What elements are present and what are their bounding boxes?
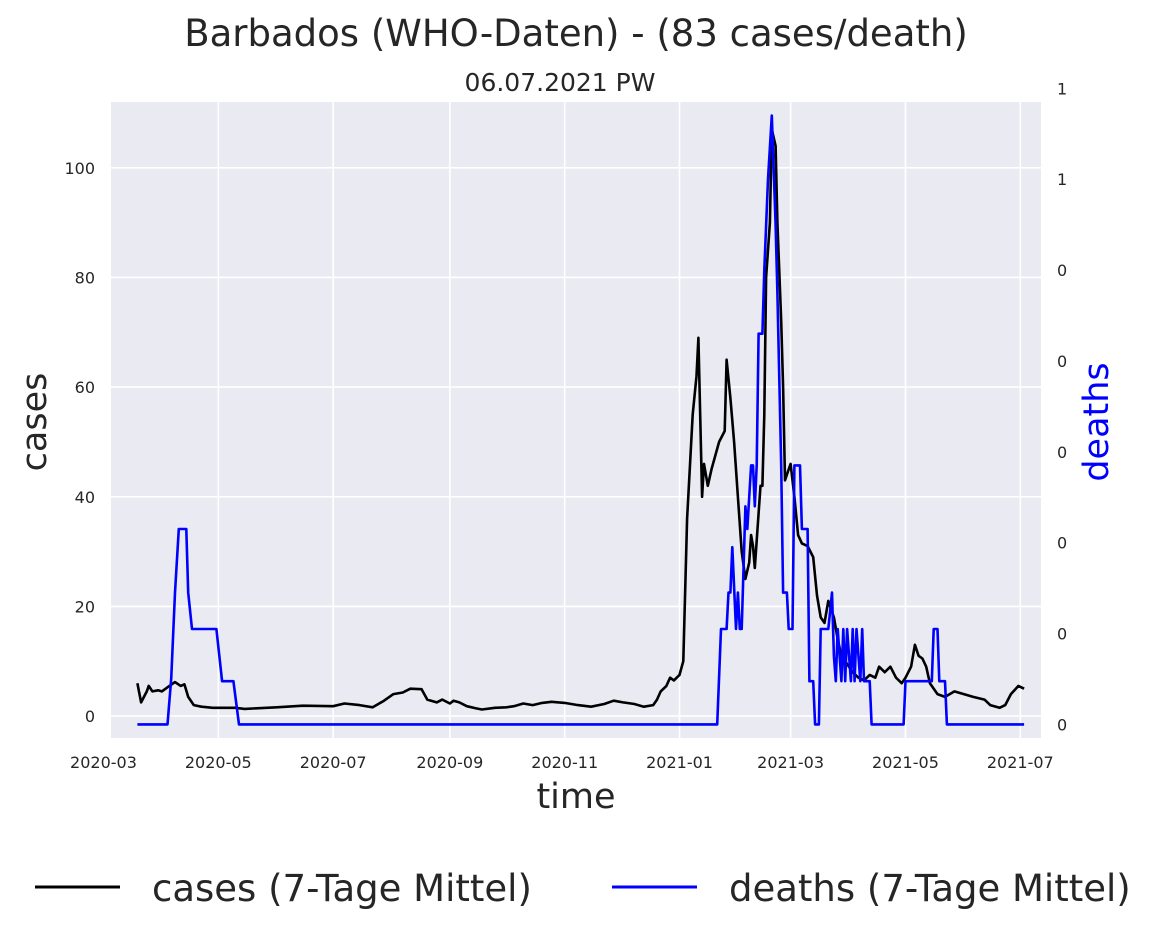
x-axis-label: time bbox=[536, 777, 615, 817]
x-tick-label: 2021-05 bbox=[872, 753, 939, 772]
deaths-line bbox=[137, 114, 1025, 726]
grid bbox=[102, 102, 1041, 738]
y-axis-label: cases bbox=[15, 373, 55, 472]
cases-line bbox=[136, 128, 1025, 711]
plot-area bbox=[111, 102, 1041, 738]
chart-subtitle: 06.07.2021 PW bbox=[465, 68, 656, 97]
series-lines bbox=[136, 114, 1025, 726]
y-tick-label: 20 bbox=[75, 597, 95, 616]
x-tick-label: 2020-05 bbox=[185, 753, 252, 772]
x-tick-label: 2020-09 bbox=[416, 753, 483, 772]
x-tick-label: 2021-01 bbox=[646, 753, 713, 772]
y2-tick-label: 1 bbox=[1057, 170, 1067, 189]
x-tick-label: 2020-03 bbox=[70, 753, 137, 772]
tick-labels: 2020-03 2020-05 2020-07 2020-09 2020-11 2021-… bbox=[64, 79, 1067, 772]
y-tick-label: 100 bbox=[64, 159, 95, 178]
y2-tick-label: 0 bbox=[1057, 715, 1067, 734]
legend-label-cases: cases (7-Tage Mittel) bbox=[152, 867, 532, 910]
y2-tick-label: 0 bbox=[1057, 261, 1067, 280]
x-tick-label: 2020-07 bbox=[300, 753, 367, 772]
legend-label-deaths: deaths (7-Tage Mittel) bbox=[729, 867, 1131, 910]
y-tick-label: 40 bbox=[75, 488, 95, 507]
y-tick-label: 60 bbox=[75, 378, 95, 397]
y2-axis-label: deaths bbox=[1077, 362, 1117, 481]
y2-tick-label: 0 bbox=[1057, 352, 1067, 371]
y-tick-label: 80 bbox=[75, 268, 95, 287]
y-tick-label: 0 bbox=[85, 707, 95, 726]
y2-tick-label: 0 bbox=[1057, 534, 1067, 553]
y2-tick-label: 1 bbox=[1057, 79, 1067, 98]
y2-tick-label: 0 bbox=[1057, 625, 1067, 644]
chart-title: Barbados (WHO-Daten) - (83 cases/death) bbox=[184, 12, 968, 55]
legend: cases (7-Tage Mittel) deaths (7-Tage Mit… bbox=[35, 867, 1131, 910]
x-tick-label: 2021-07 bbox=[987, 753, 1054, 772]
x-tick-label: 2020-11 bbox=[531, 753, 598, 772]
y2-tick-label: 0 bbox=[1057, 443, 1067, 462]
x-tick-label: 2021-03 bbox=[757, 753, 824, 772]
